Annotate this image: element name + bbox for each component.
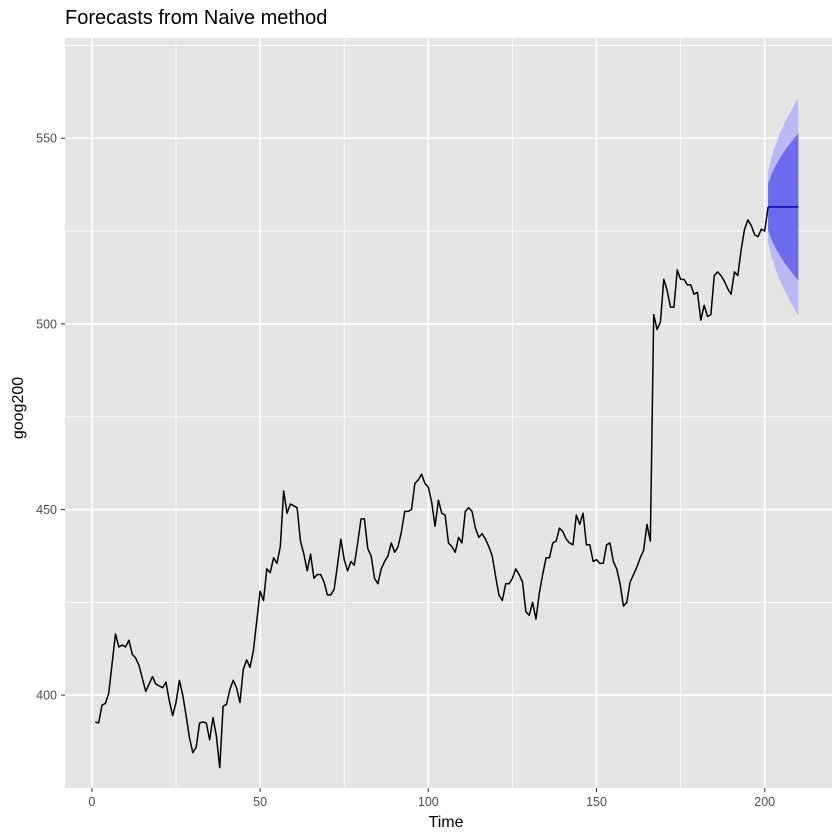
y-tick-label: 550 xyxy=(36,132,57,146)
x-axis-label: Time xyxy=(429,814,464,831)
minor-gridlines xyxy=(65,38,832,788)
series-line xyxy=(95,206,769,769)
chart-title: Forecasts from Naive method xyxy=(65,7,327,29)
series-lines xyxy=(95,206,769,769)
y-axis-label: goog200 xyxy=(10,377,27,439)
y-tick-label: 400 xyxy=(36,689,57,703)
x-tick-label: 50 xyxy=(253,795,267,809)
x-tick-label: 100 xyxy=(418,795,439,809)
y-tick-label: 450 xyxy=(36,503,57,517)
plot-panel xyxy=(65,38,832,788)
y-tick-label: 500 xyxy=(36,317,57,331)
x-tick-label: 0 xyxy=(88,795,95,809)
x-axis-ticks: 0 50 100 150 200 xyxy=(88,788,775,809)
major-gridlines xyxy=(65,38,832,788)
x-tick-label: 150 xyxy=(586,795,607,809)
y-axis-ticks: 400 450 500 550 xyxy=(36,132,65,703)
x-tick-label: 200 xyxy=(754,795,775,809)
